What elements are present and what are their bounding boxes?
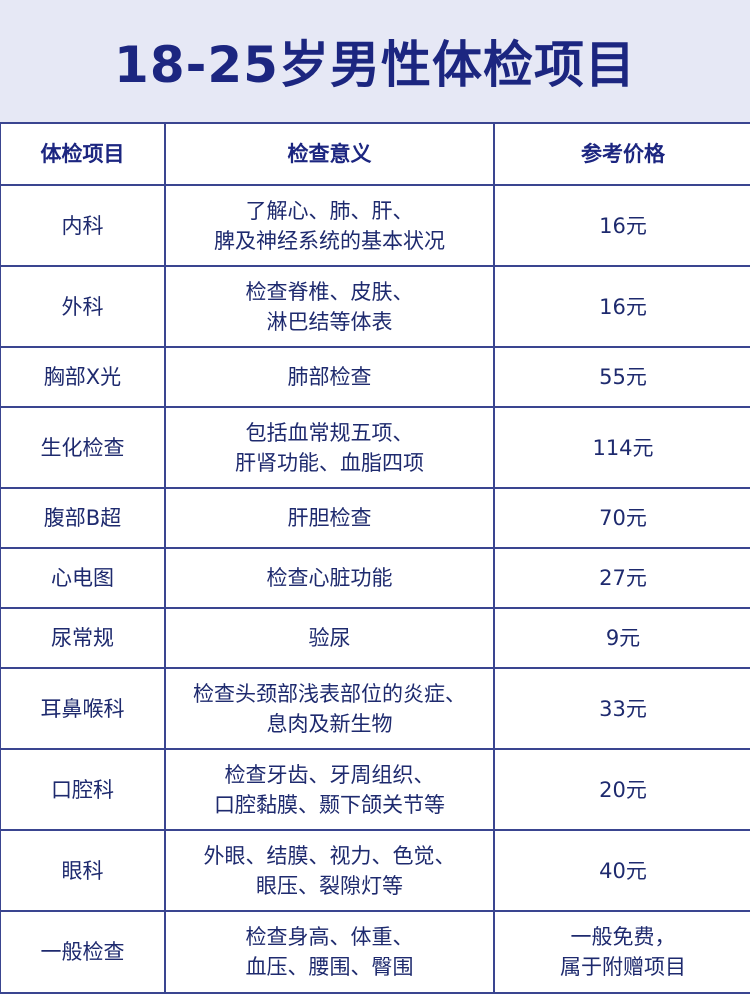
cell-price-line: 33元 [599,696,647,721]
table-row: 眼科 外眼、结膜、视力、色觉、 眼压、裂隙灯等 40元 [0,829,750,912]
cell-price: 16元 [493,184,750,267]
cell-meaning: 验尿 [164,607,495,669]
cell-meaning-line: 脾及神经系统的基本状况 [214,228,445,253]
table-row: 内科 了解心、肺、肝、 脾及神经系统的基本状况 16元 [0,184,750,267]
cell-price: 33元 [493,667,750,750]
cell-meaning-line: 包括血常规五项、 [245,420,414,445]
cell-item: 胸部X光 [0,346,166,408]
cell-meaning: 包括血常规五项、 肝肾功能、血脂四项 [164,406,495,489]
cell-meaning-line: 检查脊椎、皮肤、 [245,279,414,304]
table-row: 耳鼻喉科 检查头颈部浅表部位的炎症、 息肉及新生物 33元 [0,667,750,750]
cell-item: 一般检查 [0,910,166,994]
cell-meaning: 检查心脏功能 [164,547,495,609]
page-title: 18-25岁男性体检项目 [114,36,636,94]
cell-meaning-line: 了解心、肺、肝、 [245,198,414,223]
cell-meaning: 肝胆检查 [164,487,495,549]
table-row: 生化检查 包括血常规五项、 肝肾功能、血脂四项 114元 [0,406,750,489]
cell-meaning-line: 验尿 [308,626,351,650]
cell-meaning-line: 血压、腰围、臀围 [245,955,414,979]
table-row: 腹部B超 肝胆检查 70元 [0,487,750,549]
cell-price-line: 16元 [599,294,647,319]
cell-price-line: 27元 [599,566,647,590]
cell-item: 腹部B超 [0,487,166,549]
table-row: 外科 检查脊椎、皮肤、 淋巴结等体表 16元 [0,265,750,348]
table-row: 尿常规 验尿 9元 [0,607,750,669]
cell-meaning: 检查牙齿、牙周组织、 口腔黏膜、颞下颌关节等 [164,748,495,831]
cell-price-line: 114元 [592,435,654,460]
cell-meaning-line: 口腔黏膜、颞下颌关节等 [214,792,445,817]
cell-price-line: 40元 [599,858,647,883]
cell-item: 耳鼻喉科 [0,667,166,750]
cell-price-line: 一般免费， [570,925,676,949]
cell-meaning-line: 检查心脏功能 [266,566,393,590]
cell-meaning-line: 眼压、裂隙灯等 [256,873,403,898]
cell-item: 口腔科 [0,748,166,831]
cell-meaning-line: 检查身高、体重、 [245,925,414,949]
cell-meaning: 外眼、结膜、视力、色觉、 眼压、裂隙灯等 [164,829,495,912]
cell-price: 20元 [493,748,750,831]
cell-meaning-line: 肝胆检查 [287,506,372,530]
cell-meaning: 了解心、肺、肝、脾及神经系统的基本状况 [164,184,495,267]
cell-meaning-line: 息肉及新生物 [266,711,393,736]
header-price: 参考价格 [493,122,750,186]
cell-price: 9元 [493,607,750,669]
cell-meaning: 检查身高、体重、 血压、腰围、臀围 [164,910,495,994]
cell-item: 眼科 [0,829,166,912]
cell-price-line: 70元 [599,506,647,530]
cell-meaning-line: 外眼、结膜、视力、色觉、 [203,843,456,868]
cell-item: 心电图 [0,547,166,609]
cell-item: 内科 [0,184,166,267]
cell-price-line: 16元 [599,213,647,238]
cell-meaning-line: 肺部检查 [287,365,372,389]
checkup-table: 体检项目 检查意义 参考价格 内科 了解心、肺、肝、 脾及神经系统的基本状况 16元外… [0,122,750,994]
cell-price: 55元 [493,346,750,408]
cell-price-line: 20元 [599,777,647,802]
title-banner: 18-25岁男性体检项目 [0,0,750,122]
cell-price-line: 9元 [605,626,641,650]
cell-price-line: 55元 [599,365,647,389]
cell-price: 114元 [493,406,750,489]
table-header-row: 体检项目 检查意义 参考价格 [0,122,750,186]
cell-meaning: 检查脊椎、皮肤、 淋巴结等体表 [164,265,495,348]
cell-item: 生化检查 [0,406,166,489]
cell-price-line: 属于附赠项目 [560,955,686,979]
cell-item: 外科 [0,265,166,348]
cell-meaning-line: 淋巴结等体表 [266,309,393,334]
table-row: 一般检查 检查身高、体重、 血压、腰围、臀围 一般免费， 属于附赠项目 [0,910,750,994]
cell-meaning-line: 肝肾功能、血脂四项 [235,450,424,475]
cell-price: 70元 [493,487,750,549]
table-row: 胸部X光 肺部检查 55元 [0,346,750,408]
cell-meaning: 肺部检查 [164,346,495,408]
cell-meaning-line: 检查牙齿、牙周组织、 [224,762,435,787]
cell-price: 一般免费， 属于附赠项目 [493,910,750,994]
cell-meaning: 检查头颈部浅表部位的炎症、 息肉及新生物 [164,667,495,750]
cell-price: 27元 [493,547,750,609]
cell-item: 尿常规 [0,607,166,669]
table-row: 口腔科 检查牙齿、牙周组织、 口腔黏膜、颞下颌关节等 20元 [0,748,750,831]
header-item: 体检项目 [0,122,166,186]
cell-meaning-line: 检查头颈部浅表部位的炎症、 [193,681,466,706]
cell-price: 40元 [493,829,750,912]
table-row: 心电图 检查心脏功能 27元 [0,547,750,609]
cell-price: 16元 [493,265,750,348]
header-meaning: 检查意义 [164,122,495,186]
